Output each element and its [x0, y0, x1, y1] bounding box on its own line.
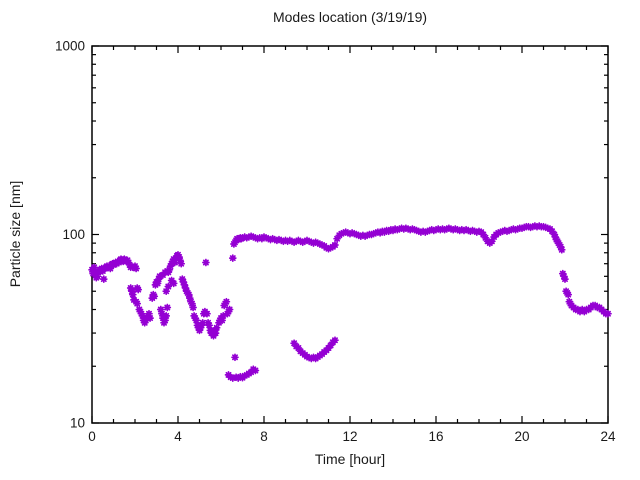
marker-glyphs — [88, 222, 612, 382]
svg-text:12: 12 — [342, 429, 357, 444]
x-axis-label: Time [hour] — [314, 451, 386, 467]
svg-text:24: 24 — [600, 429, 616, 444]
svg-text:10: 10 — [70, 416, 85, 431]
svg-text:4: 4 — [174, 429, 182, 444]
svg-text:20: 20 — [514, 429, 529, 444]
tick-labels: 0 4 8 12 16 20 24 10 100 1000 — [55, 39, 616, 445]
svg-text:100: 100 — [62, 227, 85, 242]
y-axis-label: Particle size [nm] — [7, 180, 23, 288]
svg-text:16: 16 — [428, 429, 443, 444]
data-points — [88, 222, 612, 382]
axis-ticks — [91, 45, 609, 424]
svg-text:0: 0 — [88, 429, 96, 444]
svg-text:8: 8 — [260, 429, 268, 444]
chart-title: Modes location (3/19/19) — [272, 9, 428, 25]
svg-text:1000: 1000 — [55, 39, 85, 54]
